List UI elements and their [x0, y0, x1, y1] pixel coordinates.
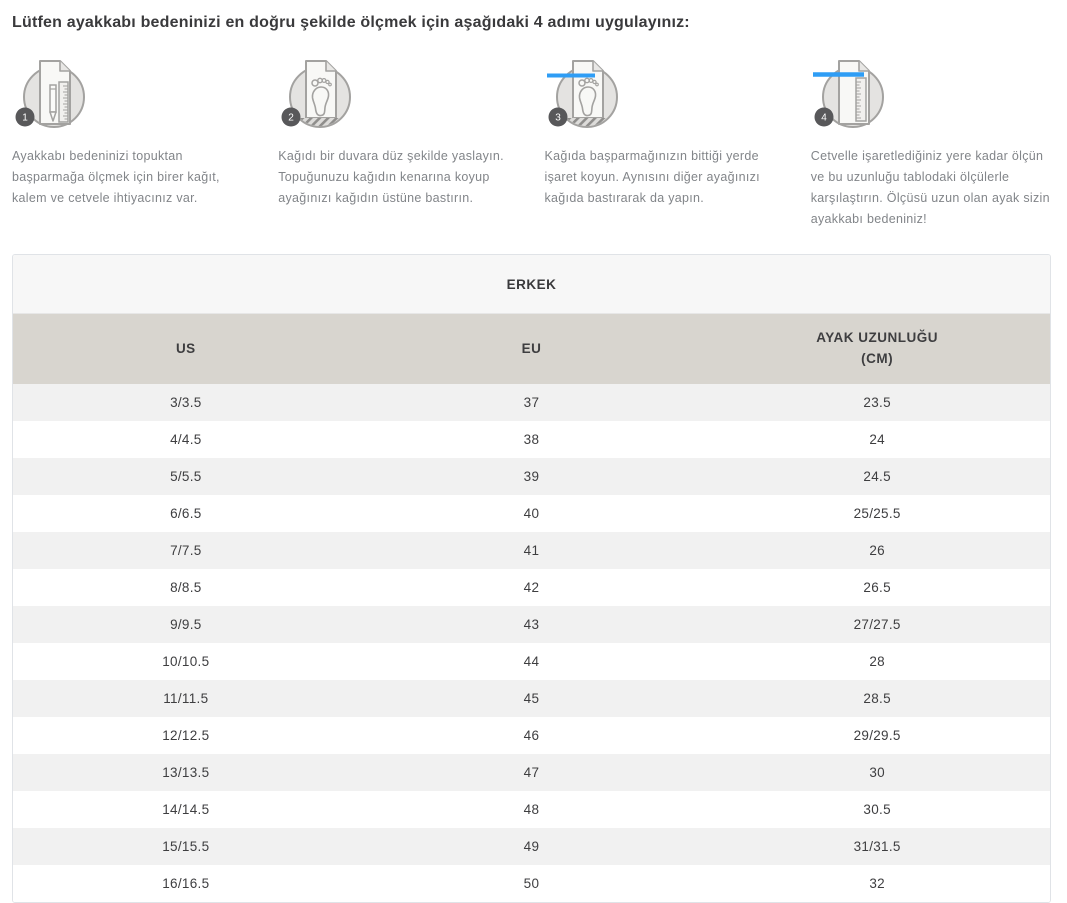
cell-eu: 41	[523, 543, 540, 558]
cell-us: 11/11.5	[163, 691, 209, 706]
table-row: 3/3.5 37 23.5	[13, 384, 1050, 421]
cell-us: 9/9.5	[170, 617, 202, 632]
cell-eu: 43	[523, 617, 540, 632]
cell-cm: 28.5	[863, 691, 891, 706]
cell-eu: 37	[523, 395, 540, 410]
cell-us: 13/13.5	[162, 765, 210, 780]
table-row: 5/5.5 39 24.5	[13, 458, 1050, 495]
cell-us: 5/5.5	[170, 469, 202, 484]
cell-eu: 44	[523, 654, 540, 669]
paper-footprint-icon: 2	[281, 60, 352, 128]
step-3-text: Kağıda başparmağınızın bittiği yerde işa…	[544, 149, 760, 205]
cell-us: 8/8.5	[170, 580, 202, 595]
step-3: 3 Kağıda başparmağınızın bittiği yerde i…	[545, 56, 787, 230]
step-number: 1	[22, 113, 28, 124]
cell-eu: 42	[523, 580, 540, 595]
step-number-badge	[15, 107, 35, 127]
cell-eu: 45	[523, 691, 540, 706]
measurement-steps: 1 Ayakkabı bedeninizi topuktan başparmağ…	[12, 56, 1053, 230]
cell-cm: 26	[869, 543, 885, 558]
paper-pencil-ruler-icon: 1	[15, 60, 85, 128]
step-2: 2 Kağıdı bir duvara düz şekilde yaslayın…	[278, 56, 520, 230]
cell-us: 7/7.5	[170, 543, 202, 558]
table-row: 11/11.5 45 28.5	[13, 680, 1050, 717]
table-row: 8/8.5 42 26.5	[13, 569, 1050, 606]
cell-eu: 46	[523, 728, 540, 743]
size-table: ERKEK US EU AYAK UZUNLUĞU (CM) 3/3.5 37 …	[12, 254, 1051, 903]
cell-cm: 27/27.5	[853, 617, 901, 632]
cell-us: 10/10.5	[162, 654, 210, 669]
cell-us: 15/15.5	[162, 839, 210, 854]
cell-eu: 50	[523, 876, 540, 891]
column-header-us: US	[175, 340, 196, 356]
cell-us: 12/12.5	[162, 728, 210, 743]
cell-cm: 29/29.5	[853, 728, 901, 743]
page-title: Lütfen ayakkabı bedeninizi en doğru şeki…	[12, 14, 690, 31]
cell-us: 16/16.5	[162, 876, 210, 891]
table-row: 12/12.5 46 29/29.5	[13, 717, 1050, 754]
table-row: 9/9.5 43 27/27.5	[13, 606, 1050, 643]
table-title: ERKEK	[13, 255, 1050, 314]
cell-cm: 24.5	[863, 469, 891, 484]
cell-eu: 47	[523, 765, 540, 780]
table-row: 4/4.5 38 24	[13, 421, 1050, 458]
column-header-sublabel: (CM)	[861, 351, 894, 366]
step-number-badge	[281, 107, 301, 127]
cell-cm: 31/31.5	[853, 839, 901, 854]
cell-eu: 49	[523, 839, 540, 854]
cell-cm: 30.5	[863, 802, 891, 817]
step-number: 3	[555, 113, 561, 124]
cell-us: 14/14.5	[162, 802, 210, 817]
step-1: 1 Ayakkabı bedeninizi topuktan başparmağ…	[12, 56, 254, 230]
cell-cm: 24	[869, 432, 885, 447]
table-row: 7/7.5 41 26	[13, 532, 1050, 569]
cell-eu: 38	[523, 432, 540, 447]
column-header-foot-length: AYAK UZUNLUĞU (CM)	[704, 314, 1050, 384]
table-header-row: US EU AYAK UZUNLUĞU (CM)	[13, 314, 1050, 384]
table-row: 16/16.5 50 32	[13, 865, 1050, 902]
table-row: 6/6.5 40 25/25.5	[13, 495, 1050, 532]
cell-eu: 40	[523, 506, 540, 521]
step-number: 2	[288, 113, 294, 124]
step-4-text: Cetvelle işaretlediğiniz yere kadar ölçü…	[810, 149, 1050, 226]
cell-us: 4/4.5	[170, 432, 202, 447]
step-number: 4	[821, 113, 827, 124]
step-1-text: Ayakkabı bedeninizi topuktan başparmağa …	[12, 149, 220, 205]
step-2-text: Kağıdı bir duvara düz şekilde yaslayın. …	[278, 149, 504, 205]
step-number-badge	[548, 107, 567, 127]
cell-cm: 23.5	[863, 395, 891, 410]
table-row: 13/13.5 47 30	[13, 754, 1050, 791]
paper-ruler-measure-icon: 4	[812, 60, 884, 128]
table-row: 15/15.5 49 31/31.5	[13, 828, 1050, 865]
table-row: 10/10.5 44 28	[13, 643, 1050, 680]
cell-cm: 28	[869, 654, 885, 669]
paper-footprint-marker-icon: 3	[546, 60, 618, 128]
cell-cm: 32	[869, 876, 885, 891]
cell-cm: 30	[869, 765, 885, 780]
cell-us: 3/3.5	[170, 395, 202, 410]
step-number-badge	[814, 107, 834, 127]
cell-cm: 26.5	[863, 580, 891, 595]
cell-us: 6/6.5	[170, 506, 202, 521]
column-header-eu: EU	[521, 340, 542, 356]
cell-eu: 39	[523, 469, 540, 484]
table-row: 14/14.5 48 30.5	[13, 791, 1050, 828]
column-header-label: AYAK UZUNLUĞU	[816, 330, 939, 346]
cell-cm: 25/25.5	[853, 506, 901, 521]
floor-hatch	[291, 118, 350, 126]
cell-eu: 48	[523, 802, 540, 817]
floor-hatch	[557, 118, 616, 126]
step-4: 4 Cetvelle işaretlediğiniz yere kadar öl…	[811, 56, 1053, 230]
